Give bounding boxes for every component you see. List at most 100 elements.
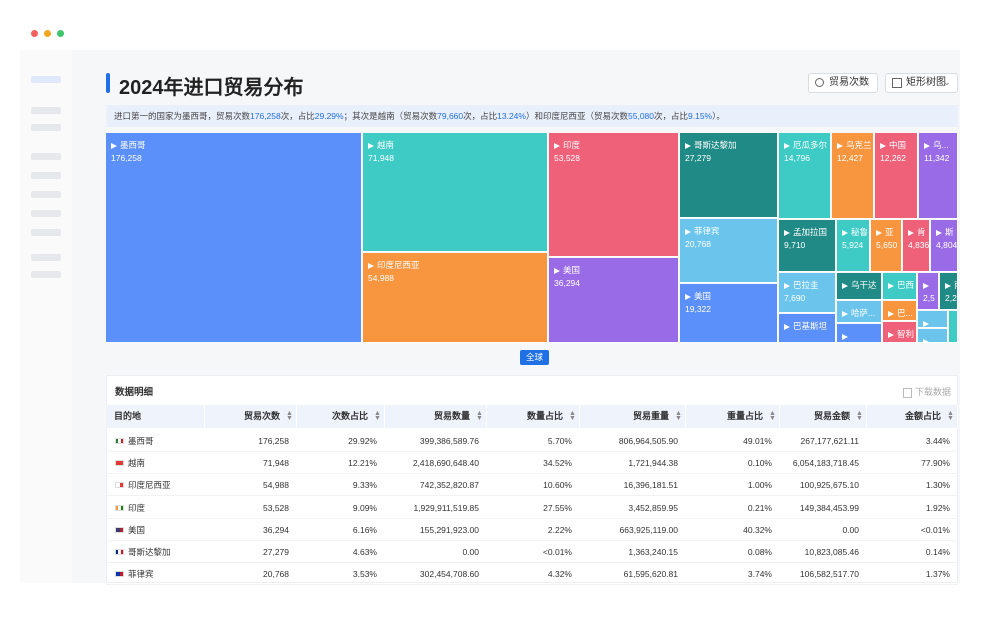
column-header[interactable]: 次数占比 xyxy=(297,405,385,428)
table-cell: 1.30% xyxy=(925,480,950,491)
node-arrow xyxy=(923,320,929,327)
treemap-node[interactable]: 美国 19,322 xyxy=(680,284,778,343)
sidebar-item[interactable] xyxy=(31,124,61,131)
treemap-node[interactable]: 巴拉圭 7,690 xyxy=(779,273,836,313)
treemap-node[interactable]: 南 2,2 xyxy=(940,273,958,310)
sidebar-item[interactable] xyxy=(31,254,61,261)
treemap-node[interactable] xyxy=(837,324,882,343)
treemap-node[interactable]: 肯 4,836 xyxy=(903,220,930,272)
treemap-node[interactable]: 墨西哥 176,258 xyxy=(106,133,362,343)
treemap-node[interactable]: 巴基斯坦 xyxy=(779,314,836,343)
flag-stripe xyxy=(118,505,121,510)
node-value: 12,262 xyxy=(880,153,906,163)
sidebar-item[interactable] xyxy=(31,271,61,278)
node-label: 美国 xyxy=(694,291,712,301)
treemap-node[interactable]: 中国 12,262 xyxy=(875,133,918,219)
node-value: 14,796 xyxy=(784,153,810,163)
view-select[interactable]: 矩形树图 ⌄ xyxy=(885,73,958,93)
table-cell: 1.92% xyxy=(925,502,950,513)
table-cell: 16,396,181.51 xyxy=(623,480,678,491)
treemap-node[interactable]: 孟加拉国 9,710 xyxy=(779,220,836,272)
flag-icon xyxy=(115,460,124,467)
flag-stripe xyxy=(120,505,123,510)
table-cell: 149,384,453.99 xyxy=(799,502,859,513)
node-header: 中国 xyxy=(880,139,917,152)
table-cell: 36,294 xyxy=(263,524,289,535)
sidebar-item[interactable] xyxy=(31,172,61,179)
column-header[interactable]: 重量占比 xyxy=(686,405,780,428)
treemap-node[interactable] xyxy=(918,329,948,343)
column-header[interactable]: 数量占比 xyxy=(487,405,580,428)
table-cell: 10,823,085.46 xyxy=(804,547,859,557)
download-button[interactable]: 下载数据 xyxy=(903,385,951,398)
node-label: 南 xyxy=(954,280,957,290)
node-arrow xyxy=(368,142,374,149)
sort-icon: ▲ ▼ xyxy=(856,410,863,422)
sidebar-item[interactable] xyxy=(31,210,61,217)
flag-stripe xyxy=(116,572,120,577)
sidebar-item[interactable] xyxy=(31,153,61,160)
breadcrumb[interactable]: 全球 xyxy=(520,350,550,365)
table-cell: 71,948 xyxy=(263,458,289,469)
treemap-node[interactable]: 美国 36,294 xyxy=(549,258,679,343)
column-header[interactable]: 贸易金额 xyxy=(780,405,867,428)
summary-highlight: 13.24% xyxy=(497,111,526,121)
treemap-node[interactable]: 越南 71,948 xyxy=(363,133,548,252)
metric-select[interactable]: 贸易次数 ⌄ xyxy=(808,73,878,93)
treemap-node[interactable]: 印度 53,528 xyxy=(549,133,679,257)
node-label: 巴拉圭 xyxy=(793,280,819,290)
node-value: 71,948 xyxy=(368,153,394,163)
sidebar-item[interactable] xyxy=(31,191,61,198)
node-header xyxy=(923,279,938,292)
node-arrow xyxy=(554,142,560,149)
column-header: 目的地 xyxy=(106,405,205,428)
table-cell: 0.10% xyxy=(747,458,772,469)
treemap-node[interactable]: 厄瓜多尔 14,796 xyxy=(779,133,831,219)
treemap-node[interactable]: 乌... 11,342 xyxy=(919,133,958,219)
node-label: 印度尼西亚 xyxy=(377,260,420,270)
flag-icon xyxy=(115,571,124,578)
sort-icon: ▲ ▼ xyxy=(675,410,682,422)
column-header[interactable]: 贸易次数 xyxy=(205,405,297,428)
node-arrow xyxy=(908,229,914,236)
sort-icon: ▲ ▼ xyxy=(286,410,293,422)
treemap-node[interactable]: 哥斯达黎加 27,279 xyxy=(680,133,778,218)
sidebar-item[interactable] xyxy=(31,76,61,83)
node-header: 哥斯达黎加 xyxy=(685,139,777,152)
node-label: 乌干达 xyxy=(851,280,877,290)
treemap-node[interactable]: 巴西 xyxy=(883,273,917,300)
sidebar-item[interactable] xyxy=(31,107,61,114)
treemap-node[interactable]: 印度尼西亚 54,988 xyxy=(363,253,548,343)
flag-stripe xyxy=(119,572,123,577)
treemap-node[interactable]: 斯 4,804 xyxy=(931,220,958,272)
table-row xyxy=(106,430,958,452)
sidebar-item[interactable] xyxy=(31,229,61,236)
column-header[interactable]: 金额占比 xyxy=(867,405,958,428)
treemap-node[interactable] xyxy=(918,311,948,328)
treemap-node[interactable]: 哈萨... xyxy=(837,301,882,323)
treemap-node[interactable]: 智利 xyxy=(883,322,917,343)
table-row xyxy=(106,563,958,586)
treemap-node[interactable]: 乌干达 xyxy=(837,273,882,300)
summary-text: 次，占比 xyxy=(654,111,689,121)
summary-text: ；其次是越南（贸易次数 xyxy=(343,111,438,121)
node-value: 12,427 xyxy=(837,153,863,163)
treemap-node[interactable]: 菲律宾 20,768 xyxy=(680,219,778,283)
table-cell: 12.21% xyxy=(348,458,377,469)
node-arrow xyxy=(888,310,894,317)
treemap-node[interactable]: 亚 5,650 xyxy=(871,220,902,272)
treemap-node[interactable]: 2,5 xyxy=(918,273,939,310)
treemap-node[interactable]: 乌克兰 12,427 xyxy=(832,133,874,219)
node-header: 印度 xyxy=(554,139,678,152)
node-arrow xyxy=(924,142,930,149)
treemap-node[interactable]: 巴... xyxy=(883,301,917,321)
node-value: 5,650 xyxy=(876,240,898,250)
column-header[interactable]: 贸易重量 xyxy=(580,405,686,428)
table-cell: 4.32% xyxy=(547,569,572,580)
treemap-node[interactable]: 秘鲁 5,924 xyxy=(837,220,870,272)
node-header: 斯 xyxy=(936,226,957,239)
table-cell: 4.63% xyxy=(352,547,377,557)
page-title: 2024年进口贸易分布 xyxy=(119,77,304,99)
treemap-node[interactable] xyxy=(949,311,958,343)
column-header[interactable]: 贸易数量 xyxy=(385,405,487,428)
